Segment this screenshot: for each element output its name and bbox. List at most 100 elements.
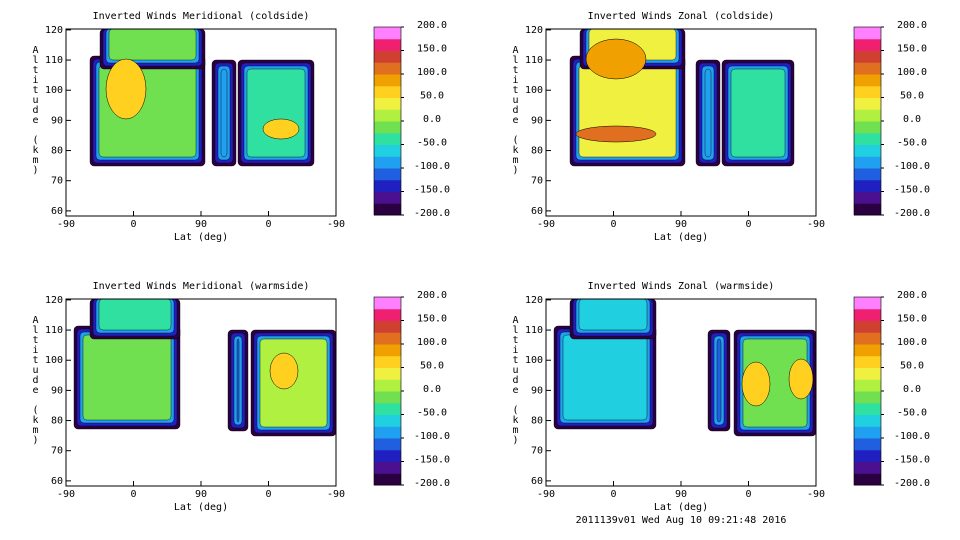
colorbar-band <box>374 473 401 486</box>
colorbar-band <box>854 414 881 427</box>
x-tick-label: 0 <box>745 489 751 500</box>
y-axis-label: Altitude (km) <box>30 315 41 445</box>
colorbar-tick-label: 100.0 <box>417 337 447 348</box>
panel-title: Inverted Winds Meridional (warmside) <box>93 281 310 292</box>
colorbar-tick-label: 0.0 <box>423 384 441 395</box>
y-tick-label: 80 <box>51 146 63 157</box>
colorbar-band <box>374 332 401 345</box>
colorbar-band <box>374 426 401 439</box>
colorbar-band <box>854 50 881 63</box>
y-tick-label: 100 <box>525 85 543 96</box>
colorbar-tick-label: -50.0 <box>897 138 927 149</box>
y-axis-label: Altitude (km) <box>30 45 41 175</box>
colorbar-band <box>854 74 881 87</box>
contour-band <box>220 68 228 158</box>
colorbar-band <box>854 379 881 392</box>
colorbar-tick-label: 50.0 <box>900 361 924 372</box>
colorbar-tick-label: -100.0 <box>894 431 930 442</box>
colorbar-band <box>854 391 881 404</box>
colorbar-band <box>374 74 401 87</box>
y-tick-label: 60 <box>531 206 543 217</box>
panel-title: Inverted Winds Zonal (coldside) <box>588 11 775 22</box>
colorbar-band <box>374 344 401 357</box>
contour-band <box>716 338 722 423</box>
x-tick-label: 0 <box>265 219 271 230</box>
colorbar-band <box>374 27 401 40</box>
y-tick-label: 100 <box>45 355 63 366</box>
contour-band <box>98 298 172 331</box>
x-tick-label: -90 <box>327 489 345 500</box>
y-tick-label: 100 <box>525 355 543 366</box>
colorbar-band <box>854 426 881 439</box>
x-tick-label: 0 <box>130 219 136 230</box>
colorbar-band <box>374 203 401 216</box>
colorbar-band <box>854 344 881 357</box>
colorbar-band <box>854 297 881 310</box>
x-tick-label: -90 <box>807 489 825 500</box>
colorbar-band <box>374 320 401 333</box>
y-tick-label: 90 <box>531 385 543 396</box>
contour-blob <box>262 118 300 140</box>
x-tick-label: -90 <box>57 489 75 500</box>
colorbar-band <box>854 97 881 110</box>
contour-band <box>704 68 712 158</box>
y-tick-label: 70 <box>531 176 543 187</box>
y-tick-label: 90 <box>51 115 63 126</box>
colorbar-tick-label: -100.0 <box>414 431 450 442</box>
colorbar-tick-label: 50.0 <box>420 91 444 102</box>
colorbar-band <box>374 144 401 157</box>
contour-band <box>108 28 197 61</box>
colorbar-tick-label: 150.0 <box>897 44 927 55</box>
colorbar-tick-label: 200.0 <box>417 290 447 301</box>
y-tick-label: 110 <box>45 325 63 336</box>
colorbar-tick-label: 100.0 <box>897 337 927 348</box>
colorbar-tick-label: -200.0 <box>894 208 930 219</box>
colorbar-band <box>854 320 881 333</box>
y-tick-label: 80 <box>531 146 543 157</box>
y-tick-label: 70 <box>51 176 63 187</box>
colorbar-band <box>374 85 401 98</box>
colorbar-band <box>854 355 881 368</box>
colorbar-band <box>854 332 881 345</box>
y-tick-label: 70 <box>51 446 63 457</box>
colorbar-band <box>854 121 881 134</box>
colorbar-tick-label: 150.0 <box>897 314 927 325</box>
y-axis-label: Altitude (km) <box>510 315 521 445</box>
colorbar-band <box>854 62 881 75</box>
colorbar-band <box>854 191 881 204</box>
y-tick-label: 70 <box>531 446 543 457</box>
y-tick-label: 60 <box>51 206 63 217</box>
colorbar-tick-label: 100.0 <box>897 67 927 78</box>
colorbar-band <box>854 367 881 380</box>
colorbar-tick-label: 0.0 <box>903 114 921 125</box>
colorbar-tick-label: -200.0 <box>894 478 930 489</box>
y-tick-label: 120 <box>45 295 63 306</box>
y-tick-label: 60 <box>51 476 63 487</box>
colorbar-band <box>374 355 401 368</box>
contour-blob <box>105 58 147 120</box>
colorbar-band <box>374 449 401 462</box>
colorbar-tick-label: -150.0 <box>414 455 450 466</box>
y-tick-label: 80 <box>51 416 63 427</box>
colorbar-band <box>854 402 881 415</box>
colorbar-tick-label: 0.0 <box>903 384 921 395</box>
x-tick-label: 90 <box>675 489 687 500</box>
contour-band <box>730 68 786 158</box>
x-tick-label: 90 <box>675 219 687 230</box>
x-tick-label: 90 <box>195 219 207 230</box>
colorbar-band <box>374 179 401 192</box>
contour-band <box>578 64 677 158</box>
y-tick-label: 120 <box>525 25 543 36</box>
x-axis-label: Lat (deg) <box>654 232 708 243</box>
x-tick-label: -90 <box>807 219 825 230</box>
colorbar-band <box>854 203 881 216</box>
colorbar-tick-label: -200.0 <box>414 478 450 489</box>
colorbar-tick-label: -150.0 <box>894 455 930 466</box>
x-tick-label: -90 <box>327 219 345 230</box>
y-tick-label: 110 <box>525 325 543 336</box>
colorbar-band <box>374 109 401 122</box>
x-tick-label: 0 <box>610 219 616 230</box>
colorbar-tick-label: -100.0 <box>894 161 930 172</box>
colorbar-band <box>854 156 881 169</box>
